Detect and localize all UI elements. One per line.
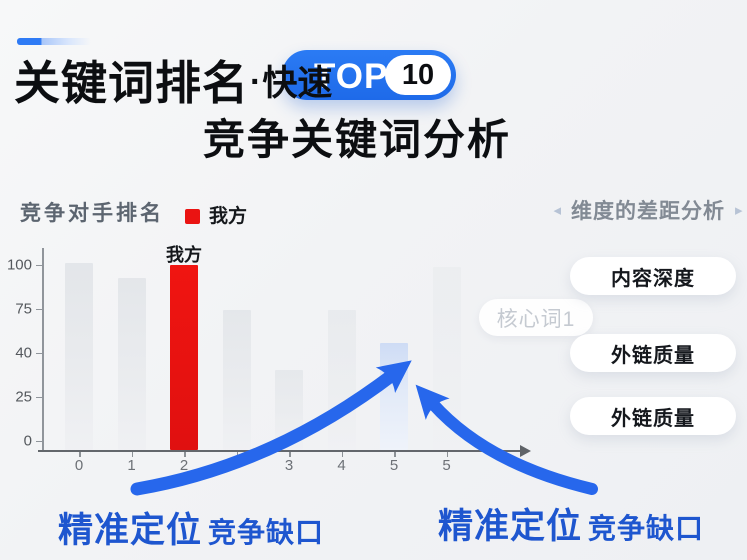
x-tick-label: 5 — [389, 457, 399, 474]
panel-header-text: 维度的差距分析 — [571, 200, 725, 223]
legend-label: 我方 — [209, 206, 248, 227]
title-fast: 快速 — [262, 64, 333, 103]
bar-7 — [432, 266, 461, 450]
y-tick-mark — [36, 352, 42, 354]
dimension-button-backlink-quality-2[interactable]: 外链质量 — [570, 397, 736, 435]
top10-badge: TOP 10 — [282, 50, 456, 100]
bar-2 — [170, 264, 198, 450]
bar-chart: 100 75 40 25 0 0 1 2 我方 3 4 5 5 — [0, 240, 560, 490]
y-tick-label: 100 — [6, 256, 32, 274]
bar-annotation: 我方 — [166, 244, 202, 265]
bar-1 — [117, 277, 146, 450]
y-tick-mark — [36, 308, 42, 310]
badge-number-circle: 10 — [385, 55, 451, 95]
dimension-button-label: 外链质量 — [611, 407, 695, 430]
y-tick-label: 75 — [15, 300, 32, 318]
callout-left: 精准定位 竞争缺口 — [58, 502, 324, 553]
chart-section-label: 竞争对手排名 — [20, 202, 164, 225]
dimension-button-backlink-quality-1[interactable]: 外链质量 — [570, 334, 736, 372]
title-dot: · — [250, 63, 262, 101]
y-tick-label: 25 — [15, 388, 32, 406]
legend-red-swatch — [185, 209, 200, 224]
title-main: 关键词排名 — [14, 57, 249, 109]
x-tick-mark — [236, 452, 238, 457]
page-subtitle: 竞争关键词分析 — [203, 116, 512, 163]
badge-number: 10 — [401, 58, 435, 91]
dimension-button-label: 内容深度 — [611, 267, 695, 290]
x-tick-label: 2 — [179, 457, 189, 474]
y-tick-mark — [36, 396, 42, 398]
page-title: 关键词排名·快速 — [14, 47, 332, 113]
bar-4 — [275, 369, 303, 450]
dimension-button-label: 外链质量 — [611, 344, 695, 367]
dimension-button-content-depth[interactable]: 内容深度 — [570, 257, 736, 295]
badge-top-label: TOP — [314, 57, 389, 96]
bar-0 — [65, 263, 93, 450]
decoration-bar — [17, 38, 91, 45]
legend: 我方 — [185, 201, 247, 228]
bar-5 — [327, 309, 356, 450]
callout-right: 精准定位 竞争缺口 — [438, 498, 704, 549]
x-axis-arrowhead-icon — [520, 445, 531, 457]
x-tick-label: 4 — [337, 457, 346, 474]
y-tick-label: 40 — [15, 344, 32, 362]
y-tick-mark — [36, 264, 42, 266]
watermark-text: 核心词1 — [496, 307, 576, 331]
x-tick-label: 1 — [127, 457, 136, 474]
x-tick-label: 0 — [74, 457, 84, 474]
dimension-panel-header: ◂ 维度的差距分析 ▸ — [548, 195, 747, 225]
bar-6 — [380, 343, 408, 450]
x-tick-label: 5 — [442, 457, 451, 474]
callout-strong: 精准定位 — [58, 511, 203, 550]
callout-rest: 竞争缺口 — [208, 517, 325, 548]
chevron-right-icon[interactable]: ▸ — [735, 202, 743, 219]
y-tick-mark — [36, 440, 42, 442]
x-tick-mark — [79, 452, 81, 457]
y-axis — [42, 248, 44, 451]
bar-3 — [222, 309, 251, 450]
callout-strong: 精准定位 — [438, 507, 583, 546]
chevron-left-icon[interactable]: ◂ — [553, 202, 561, 219]
x-tick-label: 3 — [284, 457, 294, 474]
callout-rest: 竞争缺口 — [588, 513, 705, 544]
watermark-chip: 核心词1 — [479, 299, 593, 336]
y-tick-label: 0 — [23, 432, 32, 450]
